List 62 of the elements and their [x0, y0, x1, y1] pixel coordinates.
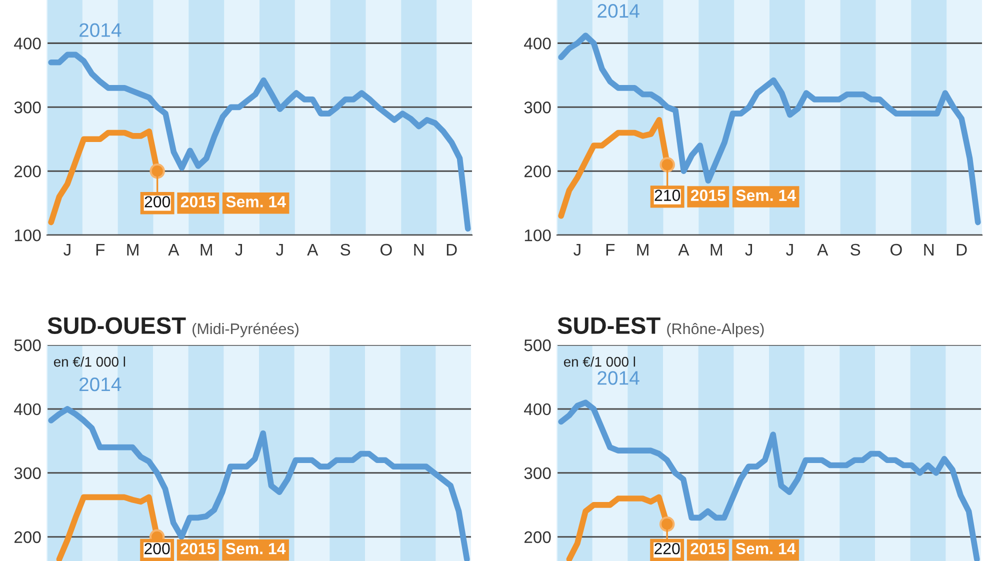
data-label: 220 — [654, 542, 680, 554]
y-tick-label: 300 — [524, 467, 551, 480]
annotation: Sem. 14 — [226, 196, 286, 208]
chart-subtitle: (Rhône-Alpes) — [667, 322, 764, 338]
chart-title: SUD-EST — [558, 317, 660, 334]
y-tick-label: 200 — [14, 166, 41, 178]
x-tick-label: O — [380, 244, 392, 256]
series-label: 2014 — [598, 371, 640, 385]
x-tick-label: O — [890, 244, 902, 256]
y-tick-label: 300 — [524, 102, 551, 114]
x-tick-label: J — [574, 244, 580, 256]
y-axis-title: en €/1 000 l — [564, 356, 636, 367]
series-label: 2014 — [79, 377, 122, 392]
data-label: 210 — [654, 190, 680, 201]
y-tick-label: 100 — [14, 229, 41, 242]
y-tick-label: 100 — [524, 229, 551, 242]
x-tick-label: D — [956, 244, 967, 256]
x-tick-label: M — [127, 244, 138, 256]
chart-title: SUD-OUEST — [48, 317, 186, 334]
x-tick-label: F — [606, 244, 615, 256]
x-tick-label: S — [340, 244, 350, 256]
series-label: 2014 — [598, 4, 640, 18]
y-tick-label: 200 — [524, 166, 551, 178]
annotation: Sem. 14 — [226, 542, 286, 554]
y-tick-label: 400 — [524, 38, 551, 50]
x-tick-label: J — [235, 244, 242, 256]
x-tick-label: A — [168, 244, 180, 256]
chart-subtitle: (Midi-Pyrénées) — [192, 322, 298, 338]
x-tick-label: M — [637, 244, 648, 256]
y-tick-label: 200 — [524, 531, 551, 544]
y-tick-label: 300 — [14, 467, 41, 480]
data-label: 200 — [144, 542, 170, 554]
y-tick-label: 400 — [14, 403, 41, 416]
y-tick-label: 400 — [524, 403, 551, 416]
x-tick-label: J — [276, 244, 283, 256]
y-tick-label: 300 — [14, 102, 41, 114]
x-tick-label: A — [678, 244, 690, 256]
y-axis-title: en €/1 000 l — [54, 356, 126, 367]
data-label: 200 — [144, 196, 170, 208]
x-tick-label: D — [446, 244, 457, 256]
legend-label: 2015 — [180, 196, 216, 208]
x-tick-label: J — [745, 244, 752, 256]
x-tick-label: A — [307, 244, 318, 256]
annotation: Sem. 14 — [736, 190, 796, 201]
x-tick-label: M — [710, 244, 722, 256]
x-tick-label: S — [850, 244, 860, 256]
x-tick-label: A — [817, 244, 828, 256]
annotation: Sem. 14 — [736, 542, 796, 554]
series-label: 2014 — [80, 23, 122, 37]
x-tick-label: M — [200, 244, 212, 256]
x-tick-label: F — [96, 244, 105, 256]
x-tick-label: J — [64, 244, 70, 256]
x-tick-label: J — [786, 244, 793, 256]
x-tick-label: N — [924, 244, 934, 256]
legend-label: 2015 — [180, 542, 216, 554]
y-tick-label: 200 — [14, 531, 41, 544]
legend-label: 2015 — [690, 190, 726, 201]
legend-label: 2015 — [690, 542, 726, 554]
y-tick-label: 500 — [14, 339, 41, 352]
y-tick-label: 500 — [524, 339, 551, 352]
x-tick-label: N — [414, 244, 424, 256]
y-tick-label: 400 — [14, 38, 41, 50]
